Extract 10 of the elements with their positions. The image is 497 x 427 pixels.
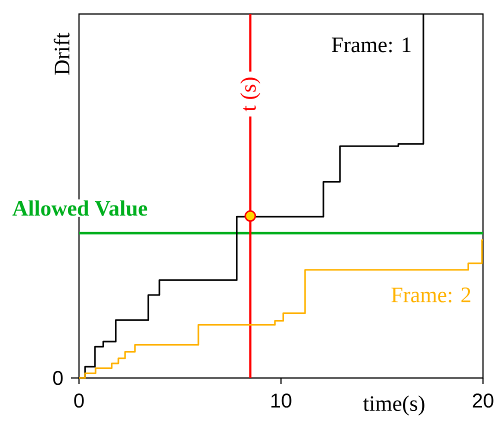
- x-tick-label: 0: [74, 394, 84, 408]
- series-label: Frame: 2: [391, 288, 470, 302]
- x-tick-label: 20: [472, 394, 494, 408]
- x-axis-title: time(s): [363, 396, 424, 416]
- ref-line-label: t (s): [240, 78, 260, 112]
- y-axis-title: Drift: [54, 32, 70, 75]
- x-tick-label: 10: [271, 394, 292, 408]
- ref-line-label: Allowed Value: [12, 200, 148, 216]
- text: 0: [53, 370, 63, 386]
- series-label: Frame: 1: [332, 38, 411, 52]
